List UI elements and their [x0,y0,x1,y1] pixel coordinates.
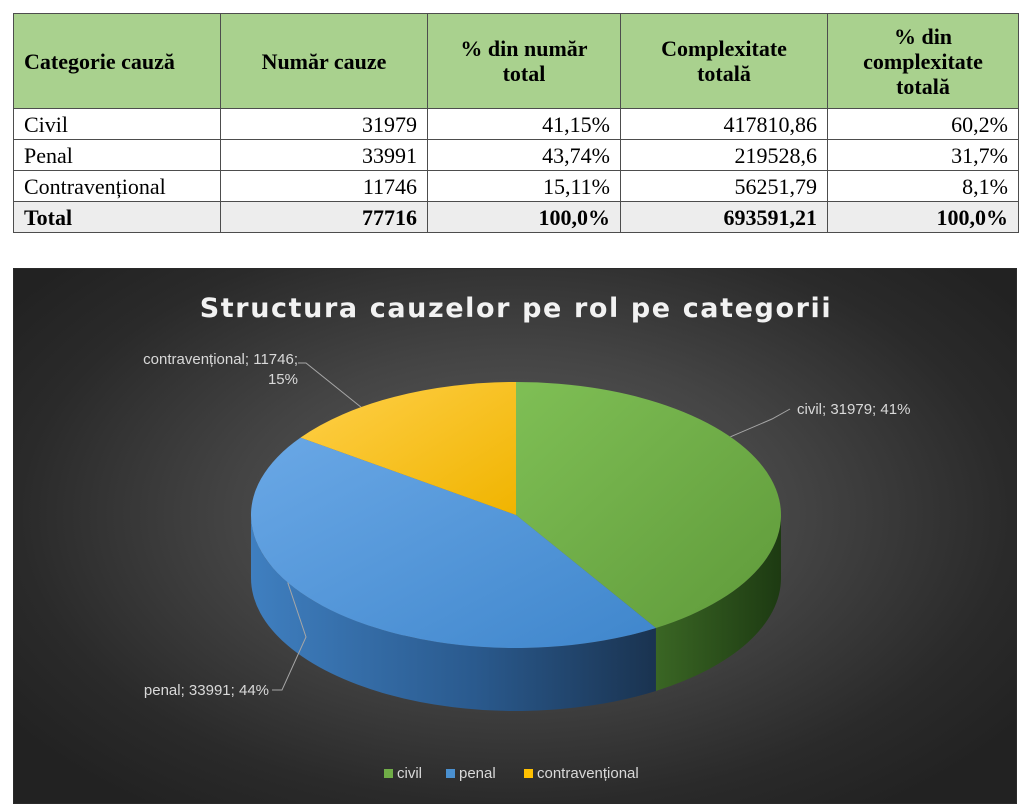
table-cell: 31,7% [827,139,1019,171]
header-categorie-cauza: Categorie cauză [13,13,221,109]
header-numar-cauze: Număr cauze [220,13,428,109]
table-cell: 219528,6 [620,139,828,171]
table-cell: 33991 [220,139,428,171]
legend-label-civil: civil [397,765,422,782]
table-cell: 43,74% [427,139,621,171]
data-table: Categorie cauză Număr cauze % din număr t… [13,13,1019,233]
legend-label-contraventional: contravențional [537,765,639,782]
table-row: Civil 31979 41,15% 417810,86 60,2% [13,108,1019,140]
table-cell: Civil [13,108,221,140]
table-header-row: Categorie cauză Număr cauze % din număr t… [13,13,1019,109]
table-cell: 60,2% [827,108,1019,140]
table-cell: 11746 [220,170,428,202]
table-total-row: Total 77716 100,0% 693591,21 100,0% [13,201,1019,233]
leader-line-penal [272,582,307,691]
header-complexitate-totala: Complexitate totală [620,13,828,109]
table-row: Contravențional 11746 15,11% 56251,79 8,… [13,170,1019,202]
table-cell: 100,0% [827,201,1019,233]
data-label-penal: penal; 33991; 44% [144,682,269,699]
pie-slice-civil [516,382,781,628]
table-cell: 41,15% [427,108,621,140]
pie-chart: Structura cauzelor pe rol pe categorii c… [143,293,910,782]
legend-swatch-penal [446,769,455,778]
pie-side-penal [250,515,656,711]
leader-line-civil [730,408,791,438]
legend: civil penal contravențional [384,765,639,782]
table-cell: 77716 [220,201,428,233]
pie-chart-panel: Structura cauzelor pe rol pe categorii c… [13,268,1017,804]
table-row: Penal 33991 43,74% 219528,6 31,7% [13,139,1019,171]
table-cell: Contravențional [13,170,221,202]
data-label-contraventional: contravențional; 11746; [143,351,298,368]
chart-title: Structura cauzelor pe rol pe categorii [200,293,833,324]
table-cell: 100,0% [427,201,621,233]
legend-swatch-contraventional [524,769,533,778]
legend-label-penal: penal [459,765,496,782]
pie-slice-contravențional [300,382,516,515]
leader-line-contraventional [298,362,362,408]
data-labels: civil; 31979; 41% penal; 33991; 44% contra… [143,351,910,699]
pie-side-civil [655,515,781,691]
data-label-contraventional: 15% [268,371,298,388]
table-cell: 31979 [220,108,428,140]
table-cell: Penal [13,139,221,171]
table-cell: Total [13,201,221,233]
legend-swatch-civil [384,769,393,778]
pie-group [250,382,781,711]
header-procent-numar: % din număr total [427,13,621,109]
table-cell: 8,1% [827,170,1019,202]
table-cell: 56251,79 [620,170,828,202]
pie-slice-penal [250,437,656,648]
table-cell: 693591,21 [620,201,828,233]
data-label-civil: civil; 31979; 41% [797,401,910,418]
table-cell: 417810,86 [620,108,828,140]
header-procent-complexitate: % din complexitate totală [827,13,1019,109]
table-cell: 15,11% [427,170,621,202]
